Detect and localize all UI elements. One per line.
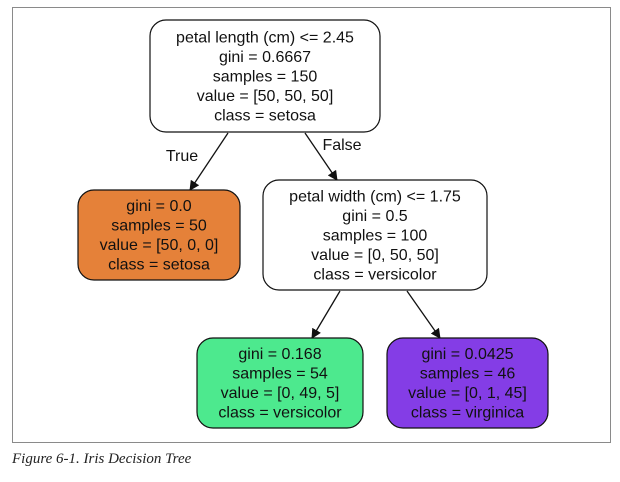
node-line: class = versicolor (313, 266, 437, 283)
node-line: value = [0, 49, 5] (221, 385, 340, 402)
node-line: samples = 54 (232, 366, 328, 383)
node-line: samples = 100 (323, 227, 428, 244)
node-line: class = setosa (108, 257, 210, 274)
edge-label-false: False (322, 137, 361, 154)
node-line: value = [50, 0, 0] (100, 237, 219, 254)
node-line: value = [0, 1, 45] (408, 385, 527, 402)
node-line: samples = 50 (111, 218, 207, 235)
node-line: gini = 0.6667 (219, 49, 311, 66)
node-line: samples = 46 (420, 366, 516, 383)
node-line: samples = 150 (213, 68, 318, 85)
node-line: class = setosa (214, 107, 316, 124)
edge-root-to-petal-width-split (304, 132, 338, 181)
node-box (386, 337, 549, 429)
tree-node-versicolor-leaf: gini = 0.168 samples = 54 value = [0, 49, … (196, 337, 364, 429)
edge-root-to-setosa-leaf (189, 132, 229, 191)
tree-node-root: petal length (cm) <= 2.45 gini = 0.6667 sa… (149, 19, 381, 133)
node-box (262, 179, 488, 291)
node-line: value = [0, 50, 50] (311, 247, 439, 264)
node-box (77, 189, 241, 281)
node-line: gini = 0.168 (238, 346, 321, 363)
node-line: value = [50, 50, 50] (197, 88, 334, 105)
tree-node-virginica-leaf: gini = 0.0425 samples = 46 value = [0, 1, … (386, 337, 549, 429)
edge-petal-width-split-to-virginica-leaf (406, 290, 441, 339)
edge-petal-width-split-to-versicolor-leaf (311, 290, 341, 339)
node-box (196, 337, 364, 429)
node-line: gini = 0.0425 (421, 346, 513, 363)
node-line: gini = 0.0 (126, 198, 191, 215)
figure-caption: Figure 6-1. Iris Decision Tree (12, 451, 192, 467)
node-box (149, 19, 381, 133)
decision-tree-diagram: True False petal length (cm) <= 2.45 gini =… (77, 19, 549, 429)
node-line: petal length (cm) <= 2.45 (176, 29, 354, 46)
tree-node-petal-width-split: petal width (cm) <= 1.75 gini = 0.5 sample… (262, 179, 488, 291)
node-line: class = virginica (411, 405, 524, 422)
tree-node-setosa-leaf: gini = 0.0 samples = 50 value = [50, 0, 0]… (77, 189, 241, 281)
edge-label-true: True (166, 148, 198, 165)
node-line: petal width (cm) <= 1.75 (289, 188, 461, 205)
node-line: gini = 0.5 (342, 208, 407, 225)
node-line: class = versicolor (218, 405, 342, 422)
